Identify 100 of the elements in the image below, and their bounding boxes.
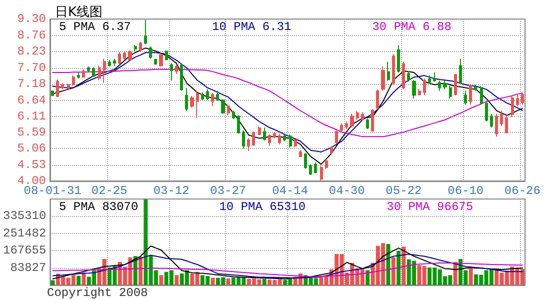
- x-tick-label: 04-14: [272, 184, 308, 198]
- candlestick: [366, 118, 369, 130]
- candlestick: [428, 75, 431, 84]
- candlestick: [154, 58, 157, 66]
- candlestick: [423, 78, 426, 96]
- bar: [391, 257, 396, 285]
- candlestick: [252, 130, 255, 146]
- x-tick-label: 03-12: [153, 184, 190, 198]
- candlestick: [418, 88, 421, 96]
- candlestick: [361, 112, 364, 121]
- candlestick: [67, 83, 70, 90]
- candlestick: [283, 134, 286, 142]
- bar: [366, 270, 370, 285]
- candlestick: [376, 88, 379, 110]
- candlestick: [232, 110, 235, 120]
- candlestick: [128, 50, 132, 61]
- bar: [138, 256, 143, 285]
- candlestick: [273, 132, 276, 139]
- text: 30 PMA 96675: [386, 200, 474, 214]
- candlestick: [77, 72, 80, 80]
- candlestick: [196, 90, 199, 118]
- candlestick: [433, 72, 436, 82]
- candlestick: [464, 90, 467, 106]
- candlestick: [92, 66, 95, 78]
- candlestick: [330, 146, 333, 154]
- candlestick: [139, 41, 142, 52]
- candlestick: [345, 120, 348, 130]
- bar: [468, 268, 473, 285]
- y-tick-label: 83827: [10, 260, 46, 275]
- bar: [210, 278, 215, 285]
- candlestick: [82, 68, 85, 78]
- candlestick: [201, 92, 204, 100]
- candlestick: [438, 80, 441, 92]
- candlestick: [118, 52, 121, 65]
- y-tick-label: 9.30: [17, 12, 46, 26]
- line-series: [52, 246, 523, 280]
- candlestick: [294, 138, 297, 148]
- bar: [262, 278, 266, 285]
- text: 5 PMA 83070: [59, 200, 138, 214]
- candlestick: [314, 162, 317, 174]
- bar: [76, 276, 81, 285]
- candlestick: [480, 86, 483, 106]
- candlestick: [320, 165, 323, 180]
- y-tick-label: 5.06: [17, 142, 46, 156]
- candlestick: [258, 126, 261, 136]
- candlestick: [242, 130, 245, 150]
- candlestick: [309, 164, 312, 176]
- candlestick: [500, 110, 503, 126]
- y-tick-label: 6.64: [17, 93, 46, 108]
- y-tick-label: 7.70: [17, 60, 46, 75]
- bar: [50, 280, 55, 285]
- candlestick: [108, 60, 111, 67]
- candlestick: [474, 84, 477, 92]
- line-series: [52, 262, 523, 278]
- candlestick: [227, 104, 230, 116]
- candlestick: [299, 150, 302, 158]
- candlestick: [237, 114, 240, 134]
- candlestick: [289, 134, 292, 148]
- candlestick: [490, 113, 493, 128]
- candlestick: [206, 88, 209, 100]
- candlestick: [454, 74, 457, 96]
- series-label: 5 PMA 6.37: [59, 20, 132, 34]
- candlestick: [149, 46, 152, 60]
- candlestick: [356, 110, 359, 120]
- candlestick: [412, 80, 416, 99]
- candlestick: [247, 138, 250, 152]
- x-tick-label: 06-26: [504, 184, 540, 198]
- candlestick: [185, 87, 188, 112]
- candlestick: [190, 96, 194, 108]
- y-tick-label: 167655: [2, 244, 46, 258]
- bar: [82, 272, 86, 285]
- candlestick: [402, 61, 405, 90]
- y-tick-label: 335310: [2, 209, 46, 224]
- bar: [402, 246, 406, 285]
- bar: [396, 250, 401, 285]
- candlestick: [449, 85, 452, 99]
- candlestick: [87, 66, 90, 73]
- text: 30 PMA 6.88: [372, 20, 452, 34]
- bar: [174, 275, 179, 285]
- y-tick-label: 8.76: [17, 28, 46, 43]
- text: Copyright 2008: [47, 286, 148, 300]
- candlestick: [381, 66, 385, 92]
- text: 10 PMA 65310: [219, 200, 306, 214]
- candlestick: [304, 152, 307, 170]
- candlestick: [51, 90, 54, 97]
- candlestick: [340, 123, 343, 133]
- candlestick: [392, 54, 395, 86]
- candlestick: [469, 84, 472, 106]
- candlestick: [61, 82, 64, 90]
- candlestick: [516, 93, 519, 107]
- candlestick: [387, 61, 390, 82]
- line-series: [52, 254, 523, 278]
- candlestick: [397, 44, 400, 73]
- candlestick: [325, 159, 328, 170]
- candlestick: [505, 116, 508, 134]
- y-tick-label: 6.11: [17, 110, 46, 124]
- x-tick-label: 06-10: [448, 184, 484, 198]
- x-tick-label: 02-25: [91, 184, 128, 198]
- candlestick: [221, 98, 225, 114]
- candlestick: [485, 101, 488, 122]
